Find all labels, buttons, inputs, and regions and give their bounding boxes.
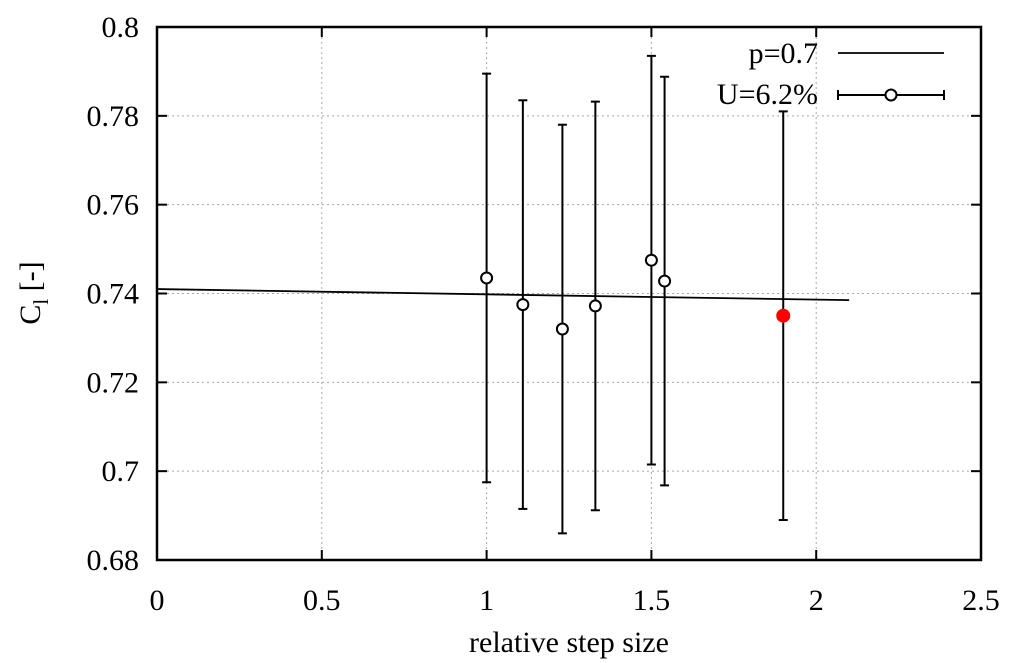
x-tick-label: 1 bbox=[479, 584, 494, 617]
legend-label-line: p=0.7 bbox=[749, 37, 818, 70]
y-tick-label: 0.76 bbox=[87, 189, 140, 222]
y-axis-title-main: C bbox=[14, 305, 47, 325]
legend-label-errorbar: U=6.2% bbox=[717, 78, 818, 111]
grid-layer bbox=[157, 27, 981, 560]
y-axis-title-unit: [-] bbox=[14, 261, 47, 298]
tick-layer: 0 0.5 1 1.5 2 2.5 0.68 0.7 0.72 0.74 0.76 0.78 0.8 bbox=[87, 11, 1000, 617]
series-layer bbox=[156, 54, 850, 535]
fit-line bbox=[156, 288, 850, 302]
data-point bbox=[480, 271, 494, 285]
x-tick-label: 2 bbox=[809, 584, 824, 617]
y-axis-title: Cl [-] bbox=[14, 261, 53, 324]
svg-text:Cl [-]: Cl [-] bbox=[14, 261, 53, 324]
y-tick-label: 0.72 bbox=[87, 366, 140, 399]
legend-swatch-marker bbox=[884, 88, 898, 102]
legend: p=0.7 U=6.2% bbox=[717, 37, 945, 111]
data-point bbox=[516, 298, 530, 312]
y-axis-title-subscript: l bbox=[29, 299, 53, 305]
x-tick-label: 0 bbox=[150, 584, 165, 617]
data-point bbox=[555, 322, 569, 336]
data-point bbox=[658, 274, 672, 288]
x-tick-label: 1.5 bbox=[633, 584, 671, 617]
y-tick-label: 0.8 bbox=[102, 11, 140, 44]
x-axis-title: relative step size bbox=[469, 626, 669, 659]
x-tick-label: 0.5 bbox=[303, 584, 341, 617]
x-tick-label: 2.5 bbox=[962, 584, 1000, 617]
highlighted-point bbox=[776, 308, 791, 323]
y-tick-label: 0.74 bbox=[87, 278, 140, 311]
y-tick-label: 0.68 bbox=[87, 544, 140, 577]
data-point bbox=[644, 253, 658, 267]
y-tick-label: 0.7 bbox=[102, 455, 140, 488]
data-point bbox=[588, 299, 602, 313]
y-tick-label: 0.78 bbox=[87, 100, 140, 133]
